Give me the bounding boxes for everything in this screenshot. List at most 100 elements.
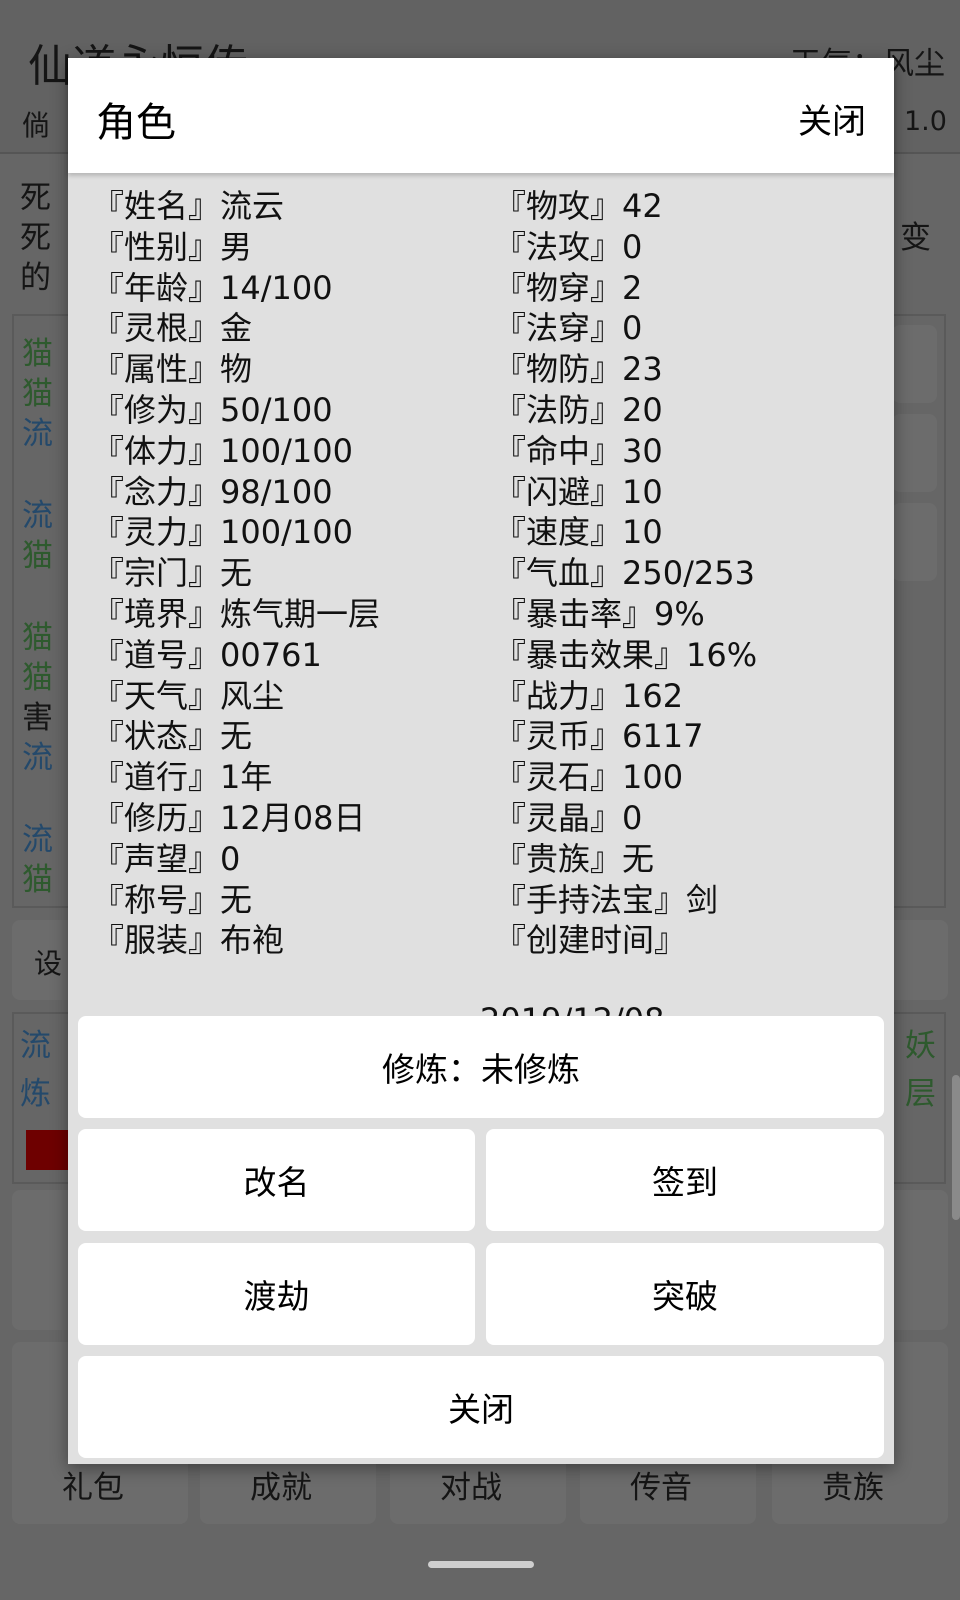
stat-value: 物 [220,350,253,389]
stat-value: 男 [220,227,253,266]
stat-value: 0 [622,227,643,266]
stat-row: 『暴击效果』16% [494,635,757,676]
stat-row: 『气血』250/253 [494,553,757,594]
stat-value: 风尘 [220,676,285,715]
character-dialog: 角色 关闭 『姓名』流云 『性别』男 『年龄』14/100 『灵根』金 『属性』物 『修为… [68,58,894,1464]
log-fragment: 变 [900,220,931,256]
stat-label: 『暴击率』 [494,594,655,633]
stat-label: 『境界』 [92,594,221,633]
stat-label: 『修为』 [92,390,221,429]
log-fragment: 死 [20,180,51,216]
stat-value: 无 [220,554,253,593]
stat-row: 『物穿』2 [494,268,757,309]
stat-label: 『速度』 [494,513,623,552]
stat-row: 『贵族』无 [494,839,757,880]
status-line: 流 [20,1028,51,1064]
stat-label: 『物攻』 [494,187,623,225]
stat-label: 『修历』 [92,798,221,837]
close-link-top[interactable]: 关闭 [798,102,866,142]
menu-label: 成就 [250,1470,312,1506]
stat-value: 162 [622,676,684,715]
stat-label: 『灵币』 [494,717,623,756]
battle-log-line: 猫 [22,336,53,372]
stat-row: 『速度』10 [494,512,757,553]
battle-log-line: 猫 [22,660,53,696]
stat-row: 『修历』12月08日 [92,798,380,839]
stat-label: 『法防』 [494,390,623,429]
battle-log-line: 流 [22,822,53,858]
stat-value: 剑 [686,880,719,919]
stat-label: 『体力』 [92,431,221,470]
stat-value: 42 [622,187,663,225]
battle-log-line: 猫 [22,376,53,412]
tribulation-button[interactable]: 渡劫 [78,1243,475,1345]
stat-row: 『创建时间』 [494,920,757,961]
stat-row: 『灵石』100 [494,757,757,798]
stat-value: 100/100 [220,431,353,470]
checkin-button[interactable]: 签到 [486,1129,884,1231]
stat-value: 30 [622,431,663,470]
cultivate-button[interactable]: 修炼：未修炼 [78,1016,884,1118]
side-button[interactable] [892,503,937,581]
version-fragment: 1.0 [904,106,947,137]
stat-label: 『称号』 [92,880,221,919]
status-line: 妖 [905,1028,936,1064]
stat-row: 『闪避』10 [494,472,757,513]
stat-row: 『法防』20 [494,390,757,431]
stat-label: 『战力』 [494,676,623,715]
stat-label: 『姓名』 [92,187,221,225]
stat-value: 布袍 [220,921,285,960]
stat-row: 『年龄』14/100 [92,268,380,309]
side-button[interactable] [892,325,937,403]
stat-row: 『法攻』0 [494,227,757,268]
character-stats-left: 『姓名』流云 『性别』男 『年龄』14/100 『灵根』金 『属性』物 『修为』50/10… [92,186,380,961]
stat-row: 『状态』无 [92,716,380,757]
battle-log-line: 流 [22,740,53,776]
rename-button[interactable]: 改名 [78,1129,475,1231]
stat-label: 『灵根』 [92,309,221,348]
stat-row: 『境界』炼气期一层 [92,594,380,635]
stat-label: 『物防』 [494,350,623,389]
home-gesture-handle[interactable] [428,1561,534,1568]
side-button[interactable] [892,414,937,492]
battle-log-line: 猫 [22,620,53,656]
stat-value: 9% [654,594,705,633]
stat-label: 『灵晶』 [494,798,623,837]
stat-value: 流云 [220,187,285,225]
menu-label: 对战 [440,1470,502,1506]
stat-value: 100/100 [220,513,353,552]
stat-label: 『法攻』 [494,227,623,266]
stat-value: 23 [622,350,663,389]
stat-value: 100 [622,758,684,797]
scrollbar[interactable] [952,1075,960,1220]
stat-value: 00761 [220,635,322,674]
stat-value: 16% [686,635,758,674]
subtitle-fragment: 倘 [22,109,51,142]
stat-value: 6117 [622,717,704,756]
stat-value: 98/100 [220,472,333,511]
character-stats-right: 『物攻』42 『法攻』0 『物穿』2 『法穿』0 『物防』23 『法防』20 『命中』30 『… [494,186,757,961]
stat-row: 『物防』23 [494,349,757,390]
stat-row: 『法穿』0 [494,308,757,349]
breakthrough-button[interactable]: 突破 [486,1243,884,1345]
stat-row: 『物攻』42 [494,186,757,227]
stat-label: 『灵力』 [92,513,221,552]
stat-label: 『物穿』 [494,268,623,307]
log-fragment: 的 [20,260,51,296]
status-line: 炼 [20,1076,51,1112]
stat-label: 『法穿』 [494,309,623,348]
stat-label: 『创建时间』 [494,921,687,960]
stat-label: 『天气』 [92,676,221,715]
stat-label: 『气血』 [494,554,623,593]
stat-row: 『服装』布袍 [92,920,380,961]
close-button[interactable]: 关闭 [78,1356,884,1458]
stat-value: 0 [622,798,643,837]
stat-row: 『战力』162 [494,676,757,717]
stat-row: 『属性』物 [92,349,380,390]
dialog-header: 角色 关闭 [68,58,894,173]
stat-label: 『年龄』 [92,268,221,307]
stat-label: 『念力』 [92,472,221,511]
stat-label: 『宗门』 [92,554,221,593]
status-line: 层 [905,1076,936,1112]
stat-value: 14/100 [220,268,333,307]
